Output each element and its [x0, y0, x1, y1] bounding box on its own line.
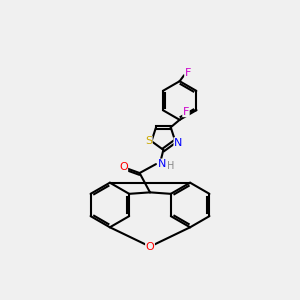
Text: F: F [185, 68, 191, 78]
Text: O: O [146, 242, 154, 252]
Text: O: O [119, 162, 128, 172]
Text: F: F [183, 107, 189, 117]
Text: S: S [145, 136, 152, 146]
Text: H: H [167, 161, 175, 172]
Text: N: N [158, 159, 167, 169]
Text: N: N [174, 138, 182, 148]
